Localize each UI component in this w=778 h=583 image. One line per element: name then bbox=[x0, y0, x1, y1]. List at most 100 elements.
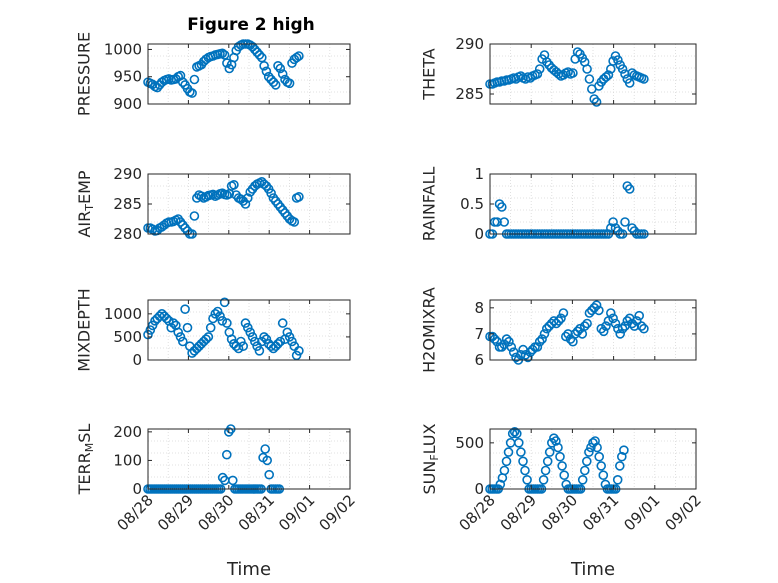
data-point bbox=[586, 442, 596, 453]
data-point bbox=[217, 48, 228, 59]
data-point bbox=[537, 334, 547, 344]
y-axis-label: THETA bbox=[420, 48, 439, 100]
data-point bbox=[503, 447, 514, 457]
y-tick-label: 8 bbox=[474, 299, 484, 317]
data-point bbox=[260, 444, 271, 454]
data-point bbox=[631, 316, 642, 326]
axes-4: 0 500 1000 MIXDEPTH bbox=[75, 288, 351, 372]
data-point bbox=[245, 327, 255, 338]
data-point bbox=[492, 217, 502, 227]
data-point bbox=[205, 322, 216, 333]
data-point bbox=[584, 447, 594, 457]
data-point bbox=[608, 313, 618, 324]
data-point bbox=[252, 47, 262, 58]
axes-frame bbox=[489, 299, 697, 361]
data-point bbox=[294, 192, 304, 202]
data-point bbox=[516, 447, 526, 457]
x-tick-label: 08/30 bbox=[194, 491, 237, 534]
data-point bbox=[563, 67, 573, 77]
data-point bbox=[620, 217, 630, 227]
data-point bbox=[624, 184, 635, 194]
y-tick-label: 100 bbox=[113, 451, 142, 469]
data-point bbox=[259, 332, 269, 342]
data-point bbox=[511, 428, 522, 439]
y-tick-label: 7 bbox=[474, 325, 484, 343]
data-point bbox=[210, 308, 221, 319]
data-point bbox=[228, 475, 238, 486]
data-point bbox=[182, 322, 193, 333]
data-point bbox=[196, 191, 207, 201]
data-point bbox=[581, 456, 592, 467]
data-point bbox=[598, 470, 609, 481]
data-point bbox=[560, 331, 571, 342]
data-point bbox=[613, 55, 623, 65]
data-point bbox=[275, 63, 286, 74]
series-points bbox=[143, 177, 304, 239]
data-point bbox=[523, 352, 533, 363]
data-point bbox=[277, 69, 288, 79]
data-point bbox=[556, 313, 566, 324]
data-point bbox=[238, 341, 248, 352]
data-point bbox=[254, 50, 265, 60]
data-point bbox=[518, 456, 528, 467]
data-point bbox=[520, 349, 531, 360]
y-tick-label: 0 bbox=[132, 480, 142, 498]
y-tick-label: 1000 bbox=[104, 305, 142, 323]
data-point bbox=[217, 315, 228, 326]
data-point bbox=[175, 332, 186, 342]
data-point bbox=[622, 316, 633, 326]
data-point bbox=[247, 41, 258, 52]
data-point bbox=[513, 437, 524, 448]
y-tick-label: 0 bbox=[474, 225, 484, 243]
data-point bbox=[501, 456, 512, 467]
data-point bbox=[534, 336, 545, 347]
y-tick-label: 285 bbox=[455, 85, 484, 103]
data-point bbox=[247, 332, 258, 342]
data-point bbox=[187, 88, 197, 98]
grid bbox=[490, 174, 696, 234]
data-point bbox=[166, 322, 176, 333]
data-point bbox=[275, 336, 286, 347]
figure-title: Figure 2 high bbox=[187, 15, 315, 35]
data-point bbox=[629, 321, 640, 331]
data-point bbox=[627, 68, 637, 78]
data-point bbox=[215, 311, 225, 322]
data-point bbox=[229, 180, 239, 190]
x-tick-label: 08/31 bbox=[579, 491, 622, 534]
data-point bbox=[596, 323, 607, 334]
data-point bbox=[294, 345, 304, 356]
data-point bbox=[544, 447, 555, 457]
data-point bbox=[616, 451, 627, 462]
y-tick-label: 280 bbox=[113, 225, 142, 243]
data-point bbox=[147, 320, 158, 331]
data-point bbox=[201, 334, 211, 345]
data-point bbox=[608, 56, 618, 66]
data-point bbox=[147, 224, 158, 234]
y-tick-label: 290 bbox=[455, 35, 484, 53]
data-point bbox=[634, 310, 645, 321]
series-points bbox=[485, 47, 649, 107]
axes-5: 6 7 8 H2OMIXRA bbox=[420, 287, 697, 373]
y-tick-label: 500 bbox=[113, 328, 142, 346]
data-point bbox=[551, 318, 562, 329]
data-point bbox=[610, 318, 621, 329]
x-axis-label: Time bbox=[226, 559, 271, 580]
data-point bbox=[222, 449, 232, 460]
axes-2: 280 285 290 AIRTEMP bbox=[75, 165, 351, 243]
data-point bbox=[208, 189, 218, 200]
data-point bbox=[553, 316, 564, 326]
data-point bbox=[553, 442, 563, 453]
data-point bbox=[161, 313, 172, 324]
data-point bbox=[541, 323, 552, 334]
data-point bbox=[499, 217, 510, 227]
axes-1: 285 290 THETA bbox=[420, 35, 697, 107]
data-point bbox=[284, 332, 295, 342]
data-point bbox=[568, 68, 578, 78]
data-point bbox=[250, 44, 260, 55]
data-point bbox=[558, 308, 569, 318]
x-tick-label: 09/02 bbox=[316, 491, 359, 534]
y-tick-label: 0 bbox=[132, 351, 142, 369]
data-point bbox=[259, 61, 269, 71]
y-tick-label: 1000 bbox=[104, 40, 142, 58]
